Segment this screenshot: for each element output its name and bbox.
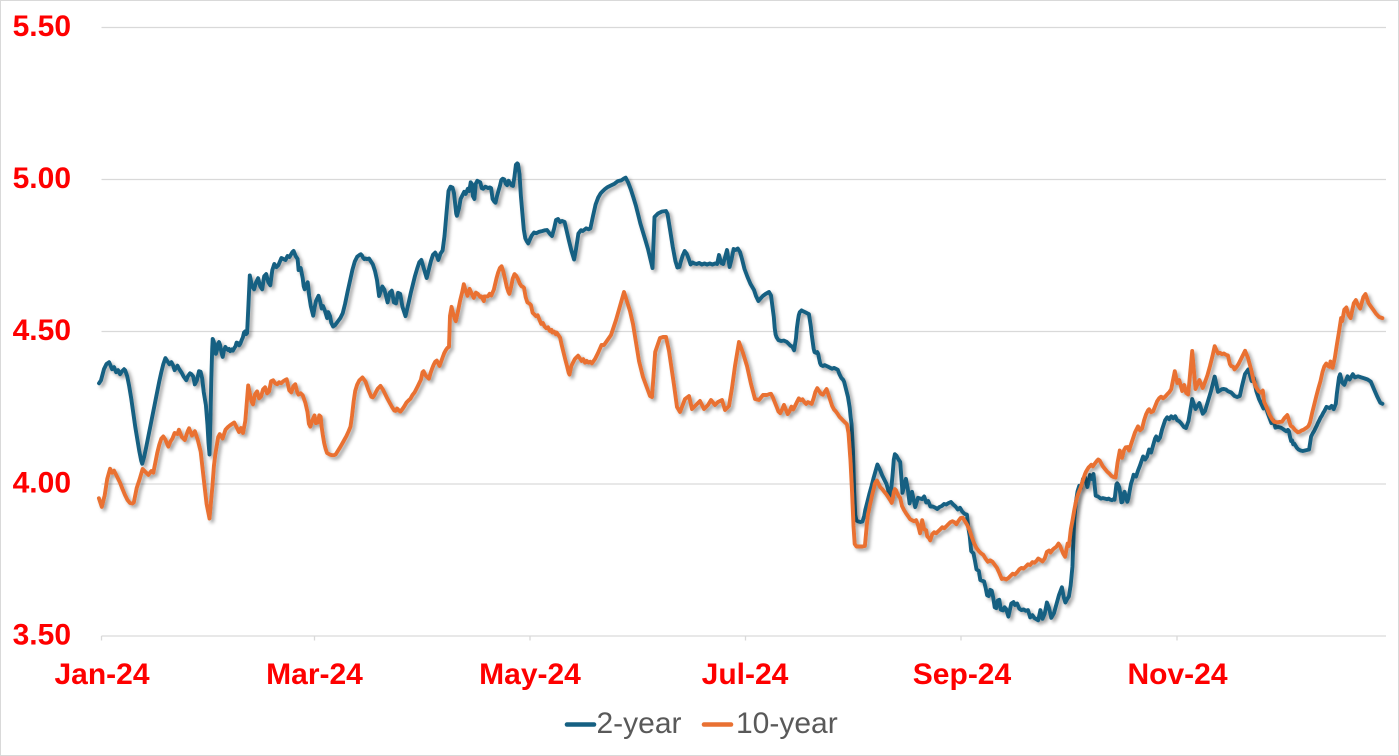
svg-text:Mar-24: Mar-24 [266, 658, 363, 691]
svg-text:3.50: 3.50 [13, 619, 71, 652]
svg-text:Sep-24: Sep-24 [913, 658, 1012, 691]
svg-text:10-year: 10-year [736, 707, 838, 740]
svg-text:5.00: 5.00 [13, 162, 71, 195]
svg-text:4.00: 4.00 [13, 467, 71, 500]
svg-text:5.50: 5.50 [13, 10, 71, 43]
svg-text:4.50: 4.50 [13, 314, 71, 347]
svg-text:Jul-24: Jul-24 [702, 658, 789, 691]
svg-text:Jan-24: Jan-24 [54, 658, 149, 691]
svg-text:Nov-24: Nov-24 [1127, 658, 1227, 691]
svg-text:May-24: May-24 [479, 658, 581, 691]
svg-text:2-year: 2-year [597, 707, 682, 740]
